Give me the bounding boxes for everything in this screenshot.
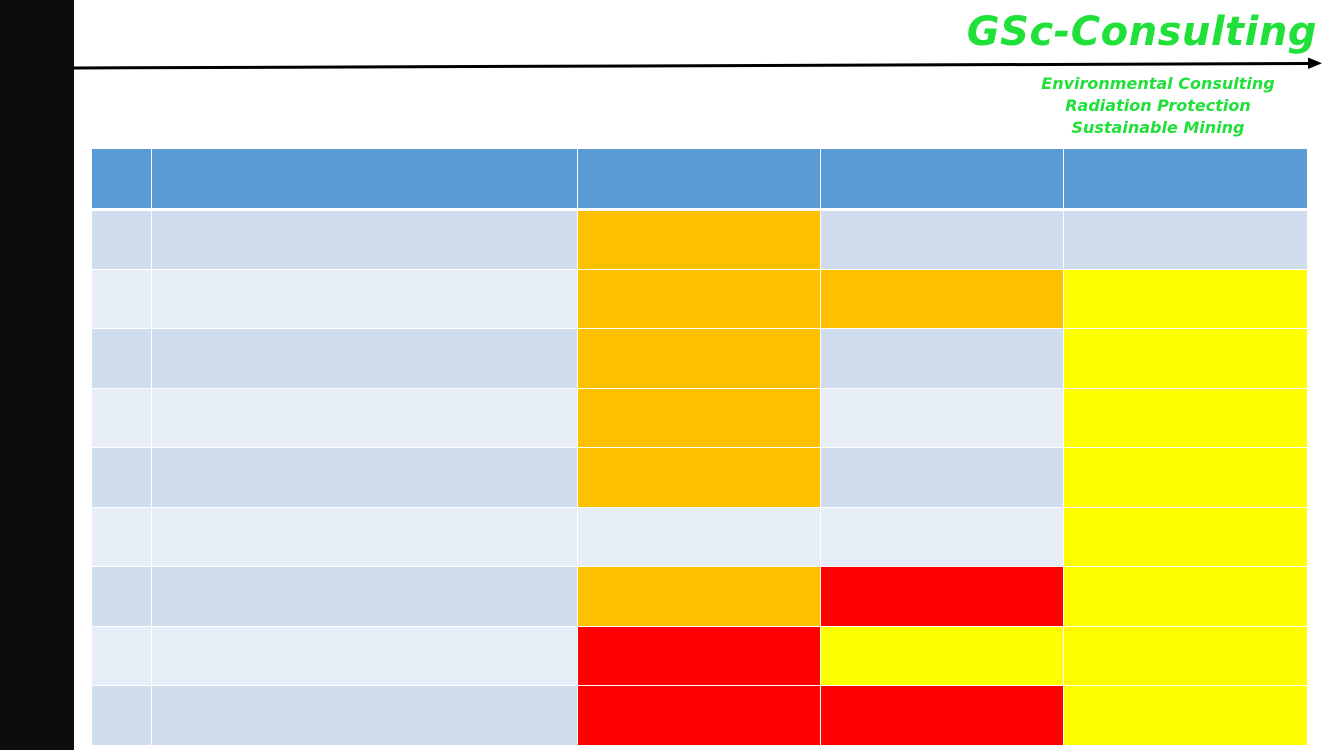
left-sidebar-bar — [0, 0, 74, 750]
risk-level-cell — [577, 209, 821, 270]
risk-level-cell — [577, 328, 821, 389]
tagline-line: Sustainable Mining — [1071, 118, 1245, 137]
risk-level-cell — [1063, 506, 1308, 567]
table-row — [91, 506, 1308, 567]
row-number-cell — [91, 209, 152, 270]
risk-level-cell — [1063, 566, 1308, 627]
risk-level-cell — [820, 447, 1064, 508]
row-description-cell — [151, 209, 578, 270]
table-row — [91, 209, 1308, 270]
risk-level-cell — [820, 506, 1064, 567]
table-row — [91, 268, 1308, 329]
risk-level-cell — [1063, 209, 1308, 270]
row-description-cell — [151, 506, 578, 567]
table-row — [91, 566, 1308, 627]
risk-level-cell — [577, 387, 821, 448]
risk-level-cell — [577, 268, 821, 329]
row-description-cell — [151, 387, 578, 448]
header-cell — [91, 148, 152, 211]
risk-level-cell — [577, 625, 821, 686]
row-number-cell — [91, 328, 152, 389]
header-cell — [820, 148, 1064, 211]
risk-level-cell — [1063, 268, 1308, 329]
risk-level-cell — [820, 625, 1064, 686]
risk-level-cell — [820, 387, 1064, 448]
risk-level-cell — [1063, 685, 1308, 746]
risk-level-cell — [820, 209, 1064, 270]
tagline-line: Radiation Protection — [1065, 96, 1251, 115]
header-cell — [1063, 148, 1308, 211]
row-description-cell — [151, 447, 578, 508]
row-number-cell — [91, 268, 152, 329]
row-number-cell — [91, 685, 152, 746]
brand-title: GSc-Consulting — [966, 9, 1317, 55]
row-number-cell — [91, 506, 152, 567]
risk-level-cell — [577, 566, 821, 627]
risk-matrix-table — [91, 148, 1308, 746]
header-cell — [577, 148, 821, 211]
table-row — [91, 447, 1308, 508]
row-description-cell — [151, 566, 578, 627]
header-arrow-line — [74, 57, 1322, 70]
risk-level-cell — [820, 566, 1064, 627]
tagline-line: Environmental Consulting — [1041, 74, 1275, 93]
table-row — [91, 685, 1308, 746]
risk-level-cell — [577, 447, 821, 508]
row-description-cell — [151, 625, 578, 686]
risk-level-cell — [577, 506, 821, 567]
brand-tagline: Environmental Consulting Radiation Prote… — [1010, 73, 1306, 139]
table-header-row — [91, 148, 1308, 211]
risk-level-cell — [1063, 328, 1308, 389]
row-description-cell — [151, 328, 578, 389]
risk-level-cell — [820, 328, 1064, 389]
row-number-cell — [91, 447, 152, 508]
table-row — [91, 328, 1308, 389]
risk-level-cell — [820, 268, 1064, 329]
row-number-cell — [91, 387, 152, 448]
risk-level-cell — [820, 685, 1064, 746]
table-row — [91, 387, 1308, 448]
row-description-cell — [151, 685, 578, 746]
row-number-cell — [91, 566, 152, 627]
row-number-cell — [91, 625, 152, 686]
risk-level-cell — [1063, 447, 1308, 508]
risk-level-cell — [1063, 625, 1308, 686]
risk-level-cell — [1063, 387, 1308, 448]
risk-level-cell — [577, 685, 821, 746]
row-description-cell — [151, 268, 578, 329]
header-cell — [151, 148, 578, 211]
table-row — [91, 625, 1308, 686]
